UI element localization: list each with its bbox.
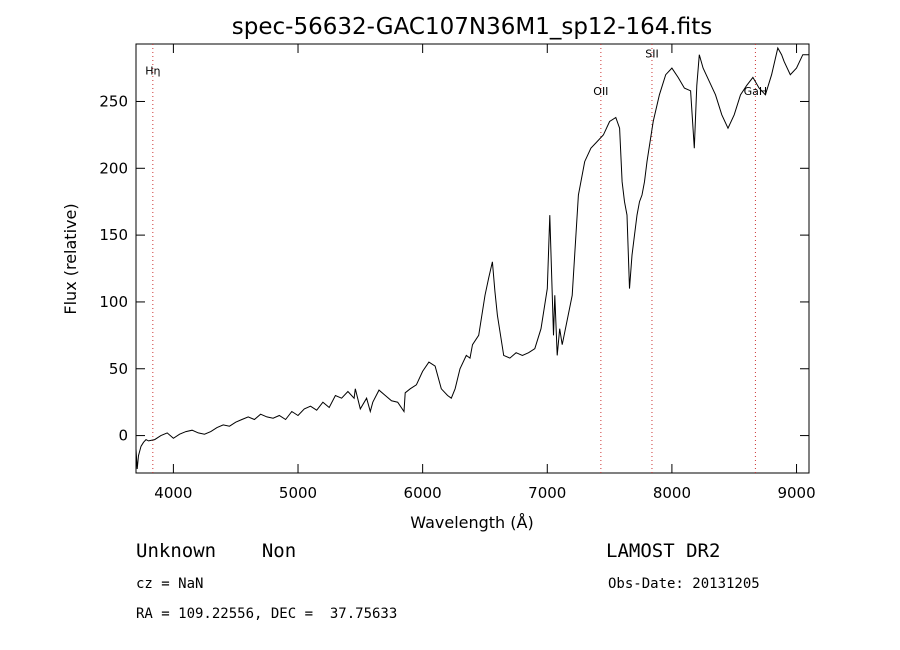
- line-marker-label: SII: [645, 47, 658, 60]
- spectrum-line: [135, 46, 809, 470]
- series-layer: [135, 46, 809, 470]
- ra-dec: RA = 109.22556, DEC = 37.75633: [136, 606, 398, 622]
- survey-name: LAMOST DR2: [606, 540, 721, 562]
- line-marker-label: OII: [593, 85, 608, 98]
- y-tick-label: 0: [118, 427, 128, 445]
- x-tick-label: 4000: [154, 484, 192, 502]
- line-markers-layer: Hη OII SII GaH: [145, 44, 767, 473]
- plot-frame: [135, 43, 810, 474]
- x-tick-label: 7000: [528, 484, 566, 502]
- chart-title: spec-56632-GAC107N36M1_sp12-164.fits: [232, 14, 712, 40]
- x-axis-label: Wavelength (Å): [410, 513, 533, 532]
- y-axis-label: Flux (relative): [61, 203, 80, 314]
- y-tick-label: 250: [99, 92, 128, 110]
- cz-value: cz = NaN: [136, 576, 204, 592]
- y-tick-label: 100: [99, 293, 128, 311]
- x-tick-label: 6000: [404, 484, 442, 502]
- line-marker-label: Hη: [145, 65, 160, 78]
- class-text: Unknown Non: [136, 540, 297, 562]
- ticks-layer: 4000 5000 6000 7000 8000 9000 0 50 100 150 200 250: [99, 44, 816, 502]
- obs-date: Obs-Date: 20131205: [608, 576, 760, 592]
- x-tick-label: 9000: [777, 484, 815, 502]
- y-tick-label: 150: [99, 226, 128, 244]
- y-tick-label: 200: [99, 159, 128, 177]
- line-marker-label: GaH: [744, 85, 768, 98]
- x-tick-label: 5000: [279, 484, 317, 502]
- x-tick-label: 8000: [653, 484, 691, 502]
- y-tick-label: 50: [109, 360, 128, 378]
